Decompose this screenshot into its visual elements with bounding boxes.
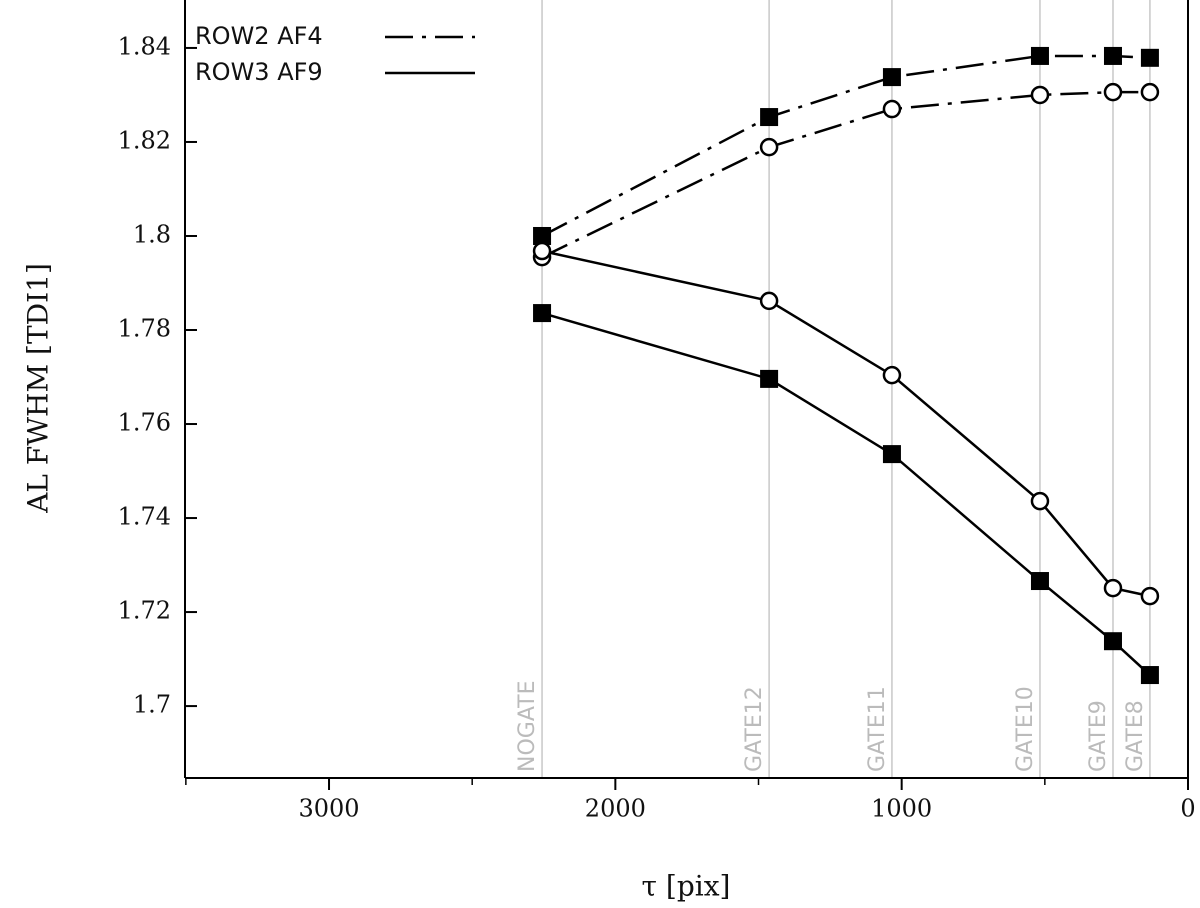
marker-circle — [759, 291, 779, 311]
y-tick-label: 1.8 — [133, 220, 171, 248]
marker-square — [760, 108, 779, 127]
x-axis-label: τ [pix] — [642, 870, 731, 903]
marker-circle — [1140, 586, 1160, 606]
marker-square — [882, 68, 901, 87]
gate-label: GATE8 — [1123, 700, 1148, 772]
marker-circle — [1030, 491, 1050, 511]
y-tick-label: 1.7 — [133, 691, 171, 719]
gate-label: GATE10 — [1013, 686, 1038, 772]
marker-square — [1103, 46, 1122, 65]
y-tick-label: 1.74 — [118, 503, 171, 531]
marker-square — [1140, 48, 1159, 67]
legend-label: ROW3 AF9 — [195, 58, 323, 86]
marker-square — [533, 304, 552, 323]
y-tick-label: 1.82 — [118, 126, 171, 154]
x-tick-label: 2000 — [585, 795, 646, 823]
marker-circle — [1030, 85, 1050, 105]
marker-circle — [1103, 82, 1123, 102]
legend-label: ROW2 AF4 — [195, 22, 323, 50]
gate-label: NOGATE — [515, 680, 540, 772]
marker-square — [1103, 632, 1122, 651]
marker-square — [1140, 666, 1159, 685]
y-axis-label: AL FWHM [TDI1] — [22, 263, 55, 514]
gate-label: GATE9 — [1086, 700, 1111, 772]
x-tick-label: 0 — [1180, 795, 1195, 823]
marker-circle — [532, 241, 552, 261]
marker-square — [1030, 572, 1049, 591]
series-line — [541, 54, 1150, 238]
marker-circle — [1103, 578, 1123, 598]
x-tick-label: 3000 — [298, 795, 359, 823]
y-tick-label: 1.76 — [118, 409, 171, 437]
y-tick-label: 1.84 — [118, 32, 171, 60]
x-tick-label: 1000 — [871, 795, 932, 823]
series-line — [541, 90, 1150, 259]
series-line — [541, 311, 1151, 676]
marker-circle — [1140, 82, 1160, 102]
y-tick-label: 1.78 — [118, 315, 171, 343]
series-line — [541, 249, 1151, 598]
marker-square — [533, 226, 552, 245]
marker-square — [760, 369, 779, 388]
y-tick-label: 1.72 — [118, 597, 171, 625]
marker-circle — [882, 99, 902, 119]
gate-label: GATE11 — [865, 686, 890, 772]
gate-label: GATE12 — [742, 686, 767, 772]
marker-circle — [759, 137, 779, 157]
marker-circle — [882, 365, 902, 385]
marker-square — [1030, 46, 1049, 65]
marker-square — [882, 445, 901, 464]
